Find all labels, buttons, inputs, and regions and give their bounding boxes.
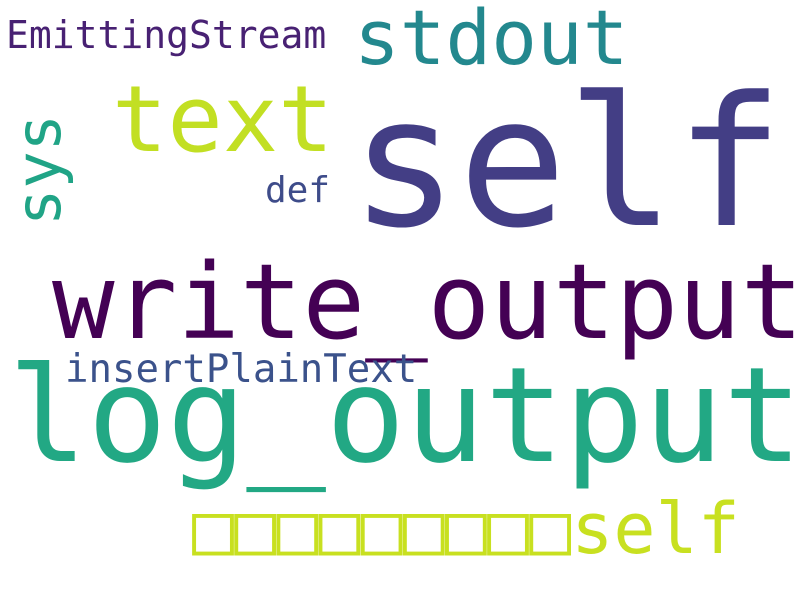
word-write-output: write_output <box>52 241 800 363</box>
word-emittingstream: EmittingStream <box>6 13 327 57</box>
word-log-output: log_output <box>8 339 800 493</box>
word-insertplaintext: insertPlainText <box>65 347 418 392</box>
word-stdout: stdout <box>354 0 629 82</box>
word-garbled-self: □□□□□□□□□self <box>192 488 740 570</box>
word-sys: sys <box>2 114 75 226</box>
word-text: text <box>112 66 334 173</box>
word-def: def <box>265 170 331 211</box>
word-self: self <box>350 59 784 268</box>
